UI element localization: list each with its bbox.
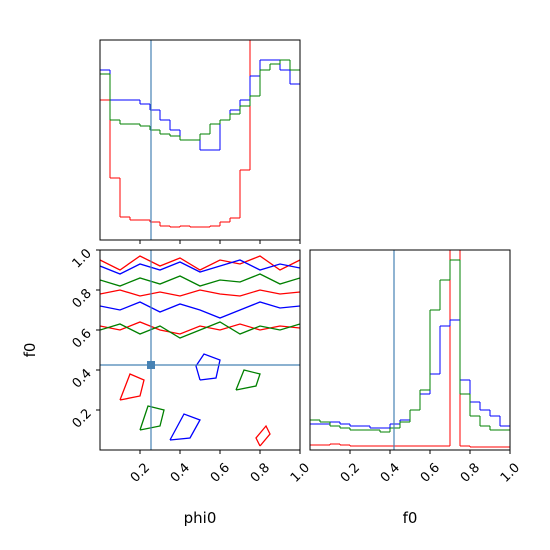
panel-frame (99, 39, 301, 241)
contour (100, 321, 300, 339)
x-tick-label: 0.8 (248, 460, 273, 485)
contour (100, 273, 300, 287)
y-tick-label: 0.4 (70, 366, 95, 391)
x-tick-label: 1.0 (498, 460, 523, 485)
x-tick-label: 0.2 (338, 460, 363, 485)
contour (255, 424, 271, 447)
contour (100, 289, 300, 297)
x-axis-label: phi0 (184, 509, 217, 527)
truth-point (147, 361, 155, 369)
panel (310, 250, 510, 450)
y-tick-label: 0.2 (70, 406, 95, 431)
contour (195, 353, 221, 381)
y-tick-label: 1.0 (70, 246, 95, 271)
contour (235, 369, 261, 391)
x-tick-label: 0.4 (168, 460, 193, 485)
y-axis-label: f0 (21, 343, 39, 358)
contour (100, 255, 300, 271)
contour (100, 259, 300, 275)
y-tick-label: 0.6 (70, 326, 95, 351)
contour (100, 301, 300, 319)
x-tick-label: 0.4 (378, 460, 403, 485)
contour (119, 373, 145, 401)
x-tick-label: 0.6 (418, 460, 443, 485)
x-tick-label: 0.2 (128, 460, 153, 485)
panel-frame (309, 249, 511, 451)
panel (100, 250, 300, 450)
x-axis-label: f0 (403, 509, 418, 527)
x-tick-label: 0.6 (208, 460, 233, 485)
x-tick-label: 0.8 (458, 460, 483, 485)
contour (169, 413, 201, 441)
panel-frame (99, 249, 301, 451)
contour (139, 405, 165, 431)
panel (100, 40, 300, 240)
y-tick-label: 0.8 (70, 286, 95, 311)
x-tick-label: 1.0 (288, 460, 313, 485)
contour (100, 321, 300, 335)
